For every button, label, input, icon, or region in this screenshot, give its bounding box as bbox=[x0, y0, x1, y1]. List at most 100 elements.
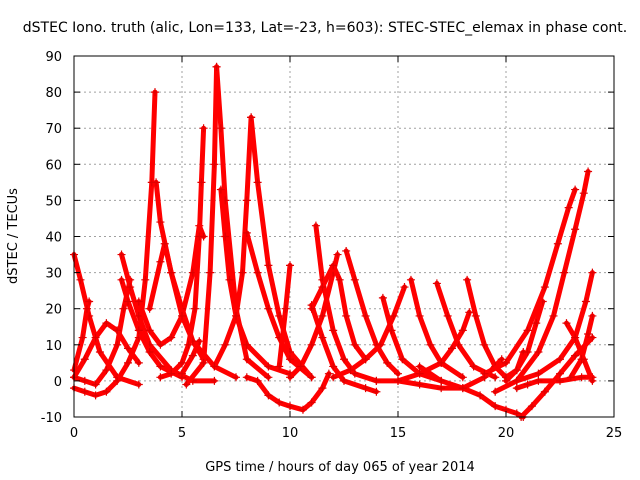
data-point bbox=[527, 402, 536, 411]
data-series-layer bbox=[70, 62, 597, 421]
data-point bbox=[350, 369, 359, 378]
data-point bbox=[188, 351, 197, 360]
data-point bbox=[480, 369, 489, 378]
series-arc12 bbox=[178, 337, 204, 378]
data-point bbox=[361, 311, 370, 320]
data-point bbox=[556, 376, 564, 385]
data-point bbox=[426, 340, 435, 349]
data-point bbox=[577, 355, 586, 364]
series-arc28 bbox=[406, 275, 467, 382]
y-tick-label: 10 bbox=[45, 339, 62, 354]
data-point bbox=[480, 340, 489, 349]
data-point bbox=[324, 369, 333, 378]
x-tick-label: 0 bbox=[70, 426, 78, 441]
data-point bbox=[553, 239, 562, 248]
data-point bbox=[85, 297, 94, 306]
data-point bbox=[437, 358, 446, 367]
data-point bbox=[329, 373, 338, 382]
data-point bbox=[540, 283, 549, 292]
data-point bbox=[126, 283, 135, 292]
data-point bbox=[476, 391, 485, 400]
data-point bbox=[588, 376, 597, 385]
data-point bbox=[491, 402, 500, 411]
series-line bbox=[244, 230, 315, 380]
y-tick-label: 80 bbox=[45, 86, 62, 101]
data-point bbox=[178, 311, 186, 320]
data-point bbox=[415, 369, 424, 378]
data-point bbox=[571, 225, 580, 234]
data-point bbox=[376, 340, 385, 349]
series-arc37 bbox=[480, 185, 580, 378]
data-point bbox=[264, 304, 273, 313]
data-point bbox=[210, 160, 219, 169]
data-point bbox=[197, 178, 206, 187]
data-point bbox=[432, 279, 441, 288]
data-point bbox=[264, 373, 273, 382]
data-point bbox=[286, 402, 294, 411]
data-point bbox=[383, 358, 392, 367]
data-point bbox=[318, 283, 327, 292]
data-point bbox=[415, 362, 424, 371]
data-point bbox=[372, 387, 381, 396]
data-point bbox=[221, 232, 230, 241]
data-point bbox=[253, 376, 262, 385]
data-point bbox=[134, 311, 143, 320]
data-point bbox=[134, 358, 143, 367]
y-tick-label: 60 bbox=[45, 158, 62, 173]
data-point bbox=[497, 355, 506, 364]
series-line bbox=[211, 114, 254, 369]
data-point bbox=[178, 358, 186, 367]
data-point bbox=[372, 376, 381, 385]
x-axis-label: GPS time / hours of day 065 of year 2014 bbox=[205, 460, 475, 475]
data-point bbox=[275, 362, 284, 371]
series-line bbox=[514, 270, 595, 384]
y-tick-label: 70 bbox=[45, 122, 62, 137]
series-line bbox=[157, 125, 207, 380]
data-point bbox=[141, 275, 150, 284]
data-point bbox=[458, 326, 467, 335]
series-arc26 bbox=[329, 283, 409, 382]
series-arc41 bbox=[566, 311, 597, 382]
data-point bbox=[113, 326, 122, 335]
data-point bbox=[307, 373, 316, 382]
data-point bbox=[167, 268, 176, 277]
data-point bbox=[242, 355, 251, 364]
data-point bbox=[318, 333, 327, 342]
data-point bbox=[584, 329, 593, 338]
data-point bbox=[307, 398, 316, 407]
data-point bbox=[523, 380, 532, 389]
series-line bbox=[492, 169, 591, 395]
y-tick-label: 40 bbox=[45, 231, 62, 246]
data-point bbox=[318, 311, 327, 320]
data-point bbox=[523, 348, 532, 357]
data-point bbox=[398, 355, 407, 364]
data-point bbox=[318, 384, 327, 393]
data-point bbox=[307, 304, 316, 313]
data-point bbox=[102, 319, 111, 328]
data-point bbox=[134, 297, 143, 306]
series-arc10 bbox=[145, 239, 208, 364]
x-tick-label: 10 bbox=[282, 426, 299, 441]
data-point bbox=[76, 275, 85, 284]
data-point bbox=[78, 333, 87, 342]
data-point bbox=[540, 387, 549, 396]
data-point bbox=[242, 373, 251, 382]
data-point bbox=[212, 62, 221, 71]
series-arc27 bbox=[378, 293, 446, 385]
series-arc25 bbox=[342, 246, 402, 378]
series-line bbox=[119, 277, 185, 380]
data-point bbox=[532, 319, 541, 328]
data-point bbox=[232, 373, 240, 382]
data-point bbox=[556, 369, 564, 378]
data-point bbox=[566, 373, 575, 382]
x-tick-label: 20 bbox=[498, 426, 515, 441]
data-point bbox=[512, 409, 521, 418]
data-point bbox=[387, 326, 396, 335]
data-point bbox=[562, 319, 571, 328]
data-point bbox=[232, 311, 240, 320]
series-line bbox=[330, 284, 407, 380]
series-arc04 bbox=[70, 275, 135, 389]
data-point bbox=[512, 376, 521, 385]
y-axis-label: dSTEC / TECUs bbox=[6, 188, 21, 284]
series-arc19 bbox=[242, 369, 333, 414]
